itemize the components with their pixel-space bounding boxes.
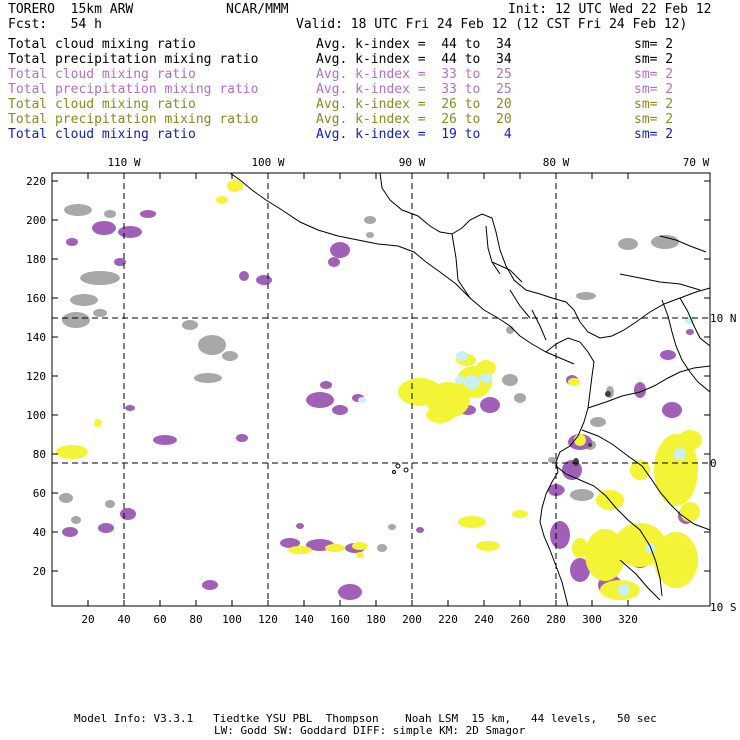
latlon-grid [52, 173, 710, 606]
valid-time: Valid: 18 UTC Fri 24 Feb 12 (12 CST Fri … [296, 17, 688, 32]
legend-field: Total precipitation mixing ratio [8, 82, 259, 97]
y-tick-label: 100 [26, 409, 46, 422]
forecast-hour: Fcst: 54 h [8, 17, 102, 32]
longitude-label: 90 W [399, 156, 426, 169]
longitude-label: 110 W [107, 156, 140, 169]
legend-field: Total precipitation mixing ratio [8, 52, 259, 67]
y-tick-label: 200 [26, 214, 46, 227]
legend-kindex: Avg. k-index = 44 to 34 [316, 52, 512, 67]
longitude-label: 100 W [251, 156, 284, 169]
model-info-line2: LW: Godd SW: Goddard DIFF: simple KM: 2D… [214, 724, 526, 737]
longitude-label: 70 W [683, 156, 710, 169]
x-tick-label: 60 [153, 613, 166, 626]
legend-kindex: Avg. k-index = 33 to 25 [316, 67, 512, 82]
y-tick-label: 20 [33, 565, 46, 578]
init-time: Init: 12 UTC Wed 22 Feb 12 [508, 2, 712, 17]
x-tick-label: 80 [189, 613, 202, 626]
coastlines [229, 172, 711, 607]
y-tick-label: 80 [33, 448, 46, 461]
legend-smoothing: sm= 2 [634, 37, 674, 52]
y-tick-label: 140 [26, 331, 46, 344]
axis-tick-labels: 20 40 60 80 100 120 140 160 180 200 220 240 260 280 30… [26, 156, 736, 626]
legend-kindex: Avg. k-index = 19 to 4 [316, 127, 512, 142]
legend-smoothing: sm= 2 [634, 52, 674, 67]
x-tick-label: 140 [294, 613, 314, 626]
center-label: NCAR/MMM [226, 2, 289, 17]
x-tick-label: 100 [222, 613, 242, 626]
axis-ticks [52, 173, 710, 606]
latitude-label: 10 N [710, 312, 737, 325]
cloud-dark-spots [573, 391, 611, 466]
x-tick-label: 220 [438, 613, 458, 626]
legend-kindex: Avg. k-index = 44 to 34 [316, 37, 512, 52]
legend-smoothing: sm= 2 [634, 112, 674, 127]
x-tick-label: 160 [330, 613, 350, 626]
legend-kindex: Avg. k-index = 26 to 20 [316, 97, 512, 112]
cloud-yellow-areas [56, 180, 702, 600]
legend-field: Total cloud mixing ratio [8, 97, 196, 112]
x-tick-label: 260 [510, 613, 530, 626]
legend-kindex: Avg. k-index = 33 to 25 [316, 82, 512, 97]
x-tick-label: 300 [582, 613, 602, 626]
legend-smoothing: sm= 2 [634, 127, 674, 142]
model-info-line1: Model Info: V3.3.1 Tiedtke YSU PBL Thomp… [74, 712, 657, 725]
cloud-gray-areas [59, 204, 679, 552]
legend-smoothing: sm= 2 [634, 67, 674, 82]
latitude-label: 10 S [710, 601, 737, 614]
y-tick-label: 220 [26, 175, 46, 188]
y-tick-label: 160 [26, 292, 46, 305]
x-tick-label: 120 [258, 613, 278, 626]
x-tick-label: 180 [366, 613, 386, 626]
legend-field: Total precipitation mixing ratio [8, 112, 259, 127]
cloud-cyan-areas [358, 316, 695, 596]
x-tick-label: 20 [81, 613, 94, 626]
y-tick-label: 40 [33, 526, 46, 539]
y-tick-label: 120 [26, 370, 46, 383]
legend-field: Total cloud mixing ratio [8, 37, 196, 52]
legend-smoothing: sm= 2 [634, 97, 674, 112]
x-tick-label: 40 [117, 613, 130, 626]
x-tick-label: 240 [474, 613, 494, 626]
model-title: TORERO 15km ARW [8, 2, 134, 17]
y-tick-label: 180 [26, 253, 46, 266]
x-tick-label: 320 [618, 613, 638, 626]
legend-field: Total cloud mixing ratio [8, 67, 196, 82]
y-tick-label: 60 [33, 487, 46, 500]
legend-field: Total cloud mixing ratio [8, 127, 196, 142]
x-tick-label: 280 [546, 613, 566, 626]
latitude-label: 0 [710, 457, 717, 470]
longitude-label: 80 W [543, 156, 570, 169]
legend-kindex: Avg. k-index = 26 to 20 [316, 112, 512, 127]
x-tick-label: 200 [402, 613, 422, 626]
legend-smoothing: sm= 2 [634, 82, 674, 97]
